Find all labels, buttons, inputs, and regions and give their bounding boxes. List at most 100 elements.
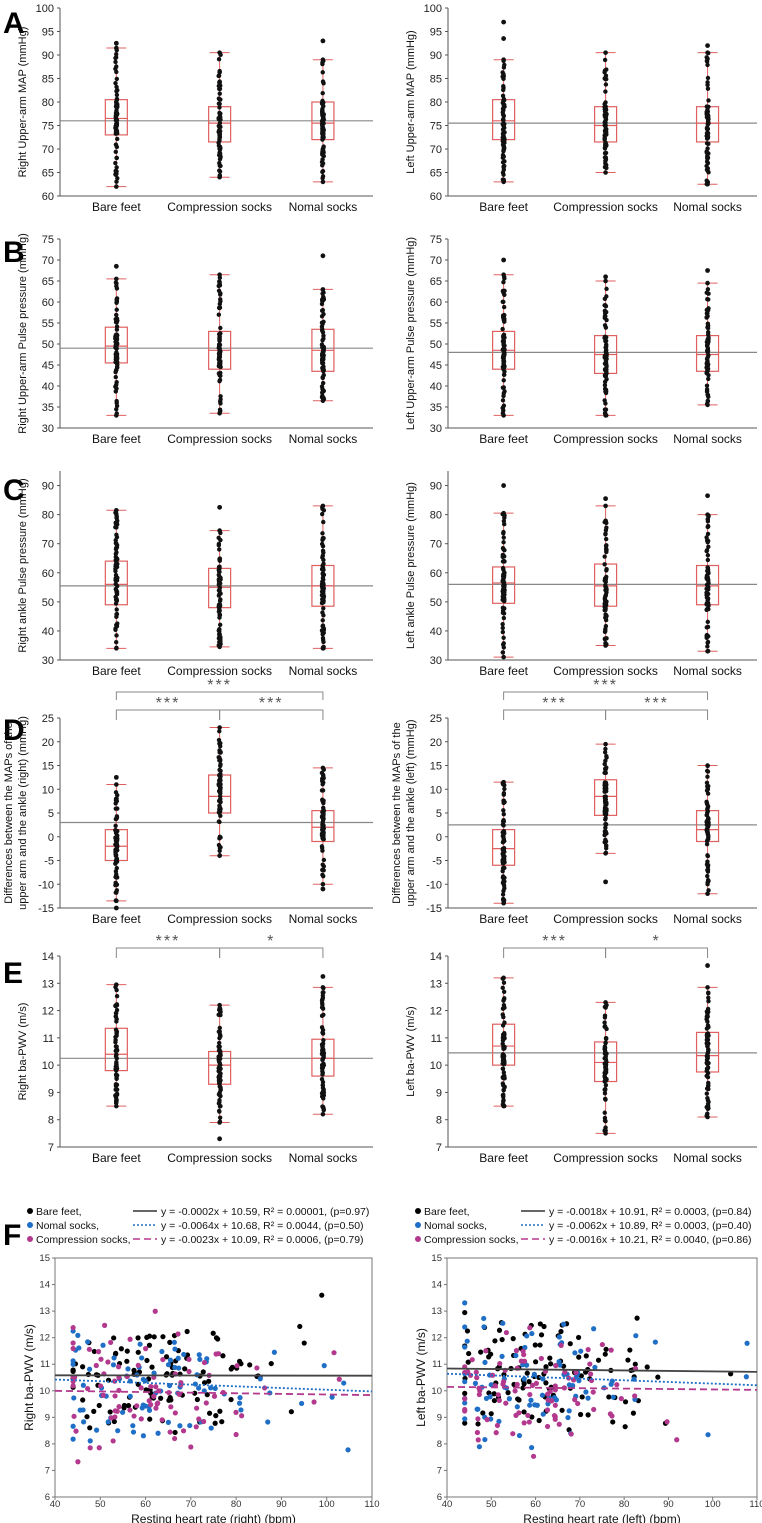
- scatter-point: [575, 1400, 581, 1407]
- scatter-point: [513, 1352, 519, 1359]
- box-2: [311, 765, 335, 892]
- scatter-point: [345, 1447, 351, 1453]
- scatter-point: [86, 1366, 93, 1372]
- scatter-point: [524, 1333, 530, 1339]
- scatter-point: [572, 1350, 578, 1356]
- scatter-point: [606, 1394, 612, 1400]
- scatter-point: [548, 1361, 554, 1367]
- data-point: [217, 138, 222, 143]
- data-point: [114, 324, 120, 329]
- data-point: [216, 809, 222, 815]
- data-point: [217, 305, 222, 311]
- legend-marker: [415, 1208, 421, 1214]
- data-point: [604, 802, 609, 807]
- data-point: [604, 286, 609, 292]
- x-tick-label: Compression socks: [167, 200, 272, 214]
- data-point: [113, 568, 118, 574]
- x-tick-label: 100: [705, 1499, 721, 1510]
- y-tick-label: 70: [42, 539, 54, 551]
- y-tick-label: 11: [40, 1359, 50, 1370]
- scatter-point: [602, 1351, 608, 1357]
- data-point: [603, 817, 608, 822]
- scatter-point: [573, 1369, 579, 1376]
- data-point: [500, 121, 505, 127]
- scatter-point: [239, 1413, 245, 1419]
- data-point: [502, 1085, 507, 1090]
- scatter-point: [297, 1323, 303, 1330]
- y-tick-label: 12: [42, 1006, 54, 1018]
- scatter-point: [100, 1342, 106, 1348]
- scatter-point: [561, 1385, 567, 1391]
- data-point: [501, 611, 507, 616]
- data-point: [319, 314, 325, 319]
- scatter-point: [556, 1334, 562, 1340]
- scatter-point: [143, 1346, 149, 1352]
- scatter-point: [526, 1419, 532, 1425]
- data-point: [113, 149, 118, 155]
- outlier-point: [501, 36, 507, 41]
- data-point: [216, 582, 222, 588]
- scatter-point: [71, 1413, 77, 1419]
- scatter-point: [110, 1438, 116, 1444]
- data-point: [501, 164, 506, 170]
- data-point: [704, 290, 709, 295]
- data-point: [501, 998, 506, 1003]
- scatter-point: [186, 1368, 192, 1375]
- significance-label: ***: [644, 695, 669, 712]
- y-tick-label: 10: [42, 784, 54, 796]
- data-point: [502, 595, 507, 601]
- data-point: [114, 888, 120, 893]
- scatter-point: [510, 1336, 516, 1342]
- y-tick-label: 80: [42, 510, 54, 522]
- data-point: [217, 120, 223, 126]
- y-tick-label: 45: [430, 360, 442, 372]
- data-point: [320, 597, 325, 602]
- data-point: [321, 333, 326, 338]
- y-tick-label: 15: [42, 761, 54, 773]
- data-point: [705, 287, 711, 292]
- scatter-point: [331, 1350, 337, 1356]
- y-tick-label: 40: [42, 381, 54, 393]
- data-point: [704, 788, 710, 793]
- y-tick-label: 70: [430, 144, 442, 156]
- data-point: [602, 1045, 608, 1050]
- data-point: [217, 169, 223, 174]
- scatter-point: [98, 1356, 104, 1362]
- y-tick-label: 9: [48, 1087, 54, 1099]
- data-point: [706, 991, 711, 996]
- legend-marker: [27, 1208, 33, 1214]
- data-point: [705, 774, 710, 779]
- data-point: [320, 1041, 326, 1046]
- y-tick-label: 100: [36, 3, 54, 15]
- scatter-point: [500, 1381, 506, 1387]
- data-point: [500, 859, 505, 865]
- data-point: [114, 76, 120, 82]
- data-point: [705, 1050, 711, 1055]
- y-tick-label: 20: [430, 737, 442, 749]
- data-point: [217, 793, 223, 799]
- scatter-point: [608, 1381, 614, 1387]
- data-point: [321, 606, 326, 611]
- data-point: [604, 568, 609, 573]
- scatter-point: [462, 1324, 468, 1330]
- legend-marker: [415, 1222, 421, 1228]
- data-point: [501, 1099, 506, 1104]
- outlier-point: [113, 905, 119, 911]
- data-point: [501, 361, 506, 366]
- data-point: [217, 528, 222, 533]
- data-point: [113, 581, 118, 587]
- scatter-point: [144, 1334, 150, 1340]
- data-point: [501, 896, 506, 902]
- data-point: [604, 831, 609, 836]
- scatter-point: [558, 1328, 564, 1335]
- legend-series-name: Bare feet,: [424, 1206, 470, 1218]
- data-point: [320, 70, 325, 75]
- scatter-point: [210, 1330, 216, 1336]
- scatter-point: [144, 1357, 150, 1364]
- data-point: [113, 160, 118, 166]
- data-point: [502, 145, 507, 151]
- data-point: [320, 629, 326, 635]
- data-point: [500, 70, 505, 75]
- data-point: [603, 770, 608, 776]
- data-point: [113, 829, 119, 834]
